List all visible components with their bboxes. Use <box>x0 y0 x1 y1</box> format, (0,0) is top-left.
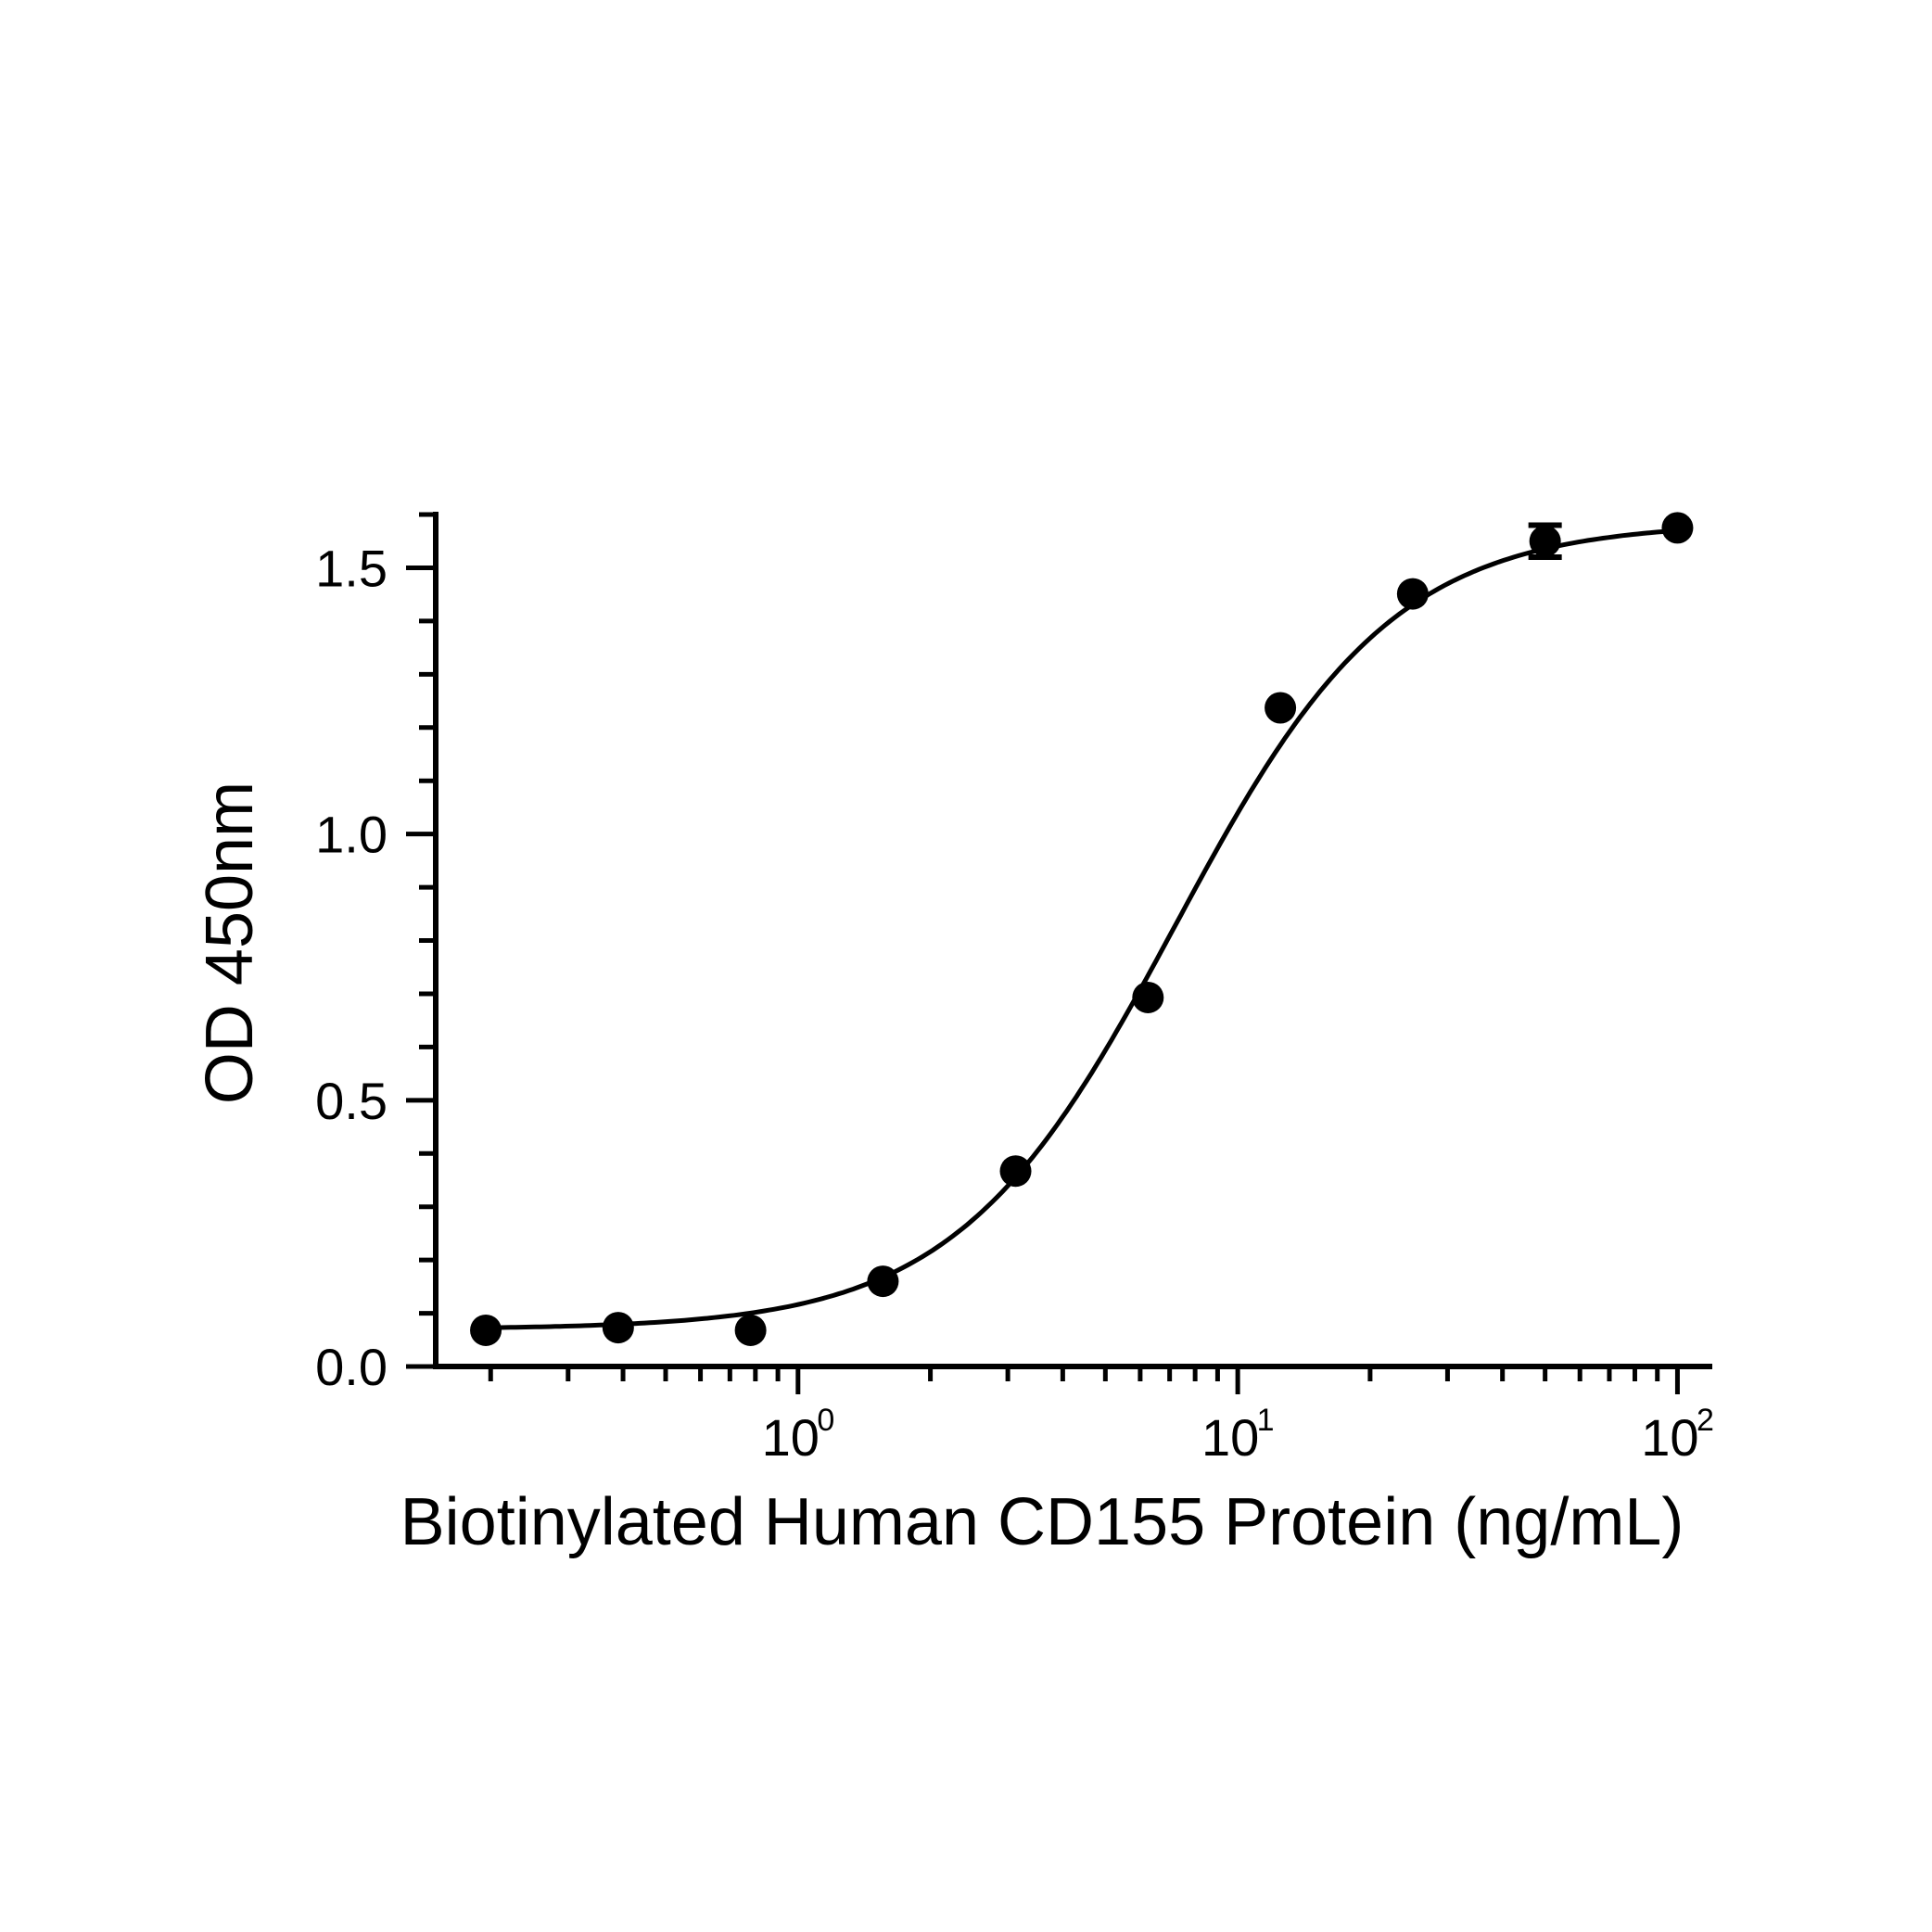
x-axis: 100 101 102 <box>433 1364 1714 1467</box>
x-tick-exponent: 1 <box>1257 1403 1275 1438</box>
y-tick-label: 0.5 <box>315 1072 388 1130</box>
data-point <box>1396 578 1429 610</box>
y-ticks: 0.0 0.5 1.0 1.5 <box>315 512 436 1396</box>
data-point <box>999 1155 1032 1188</box>
data-point <box>1265 692 1297 724</box>
y-tick-label: 1.5 <box>315 539 388 597</box>
fit-curve <box>486 527 1678 1330</box>
x-tick-label: 10 <box>1201 1408 1259 1467</box>
y-axis: 0.0 0.5 1.0 1.5 <box>315 512 439 1396</box>
data-point <box>1529 525 1561 557</box>
y-tick-label: 0.0 <box>315 1338 388 1396</box>
data-point <box>1132 981 1164 1013</box>
x-tick-exponent: 2 <box>1697 1403 1714 1438</box>
data-point <box>734 1314 767 1346</box>
data-point <box>1661 512 1694 544</box>
x-tick-exponent: 0 <box>817 1403 834 1438</box>
x-ticks: 100 101 102 <box>488 1366 1714 1467</box>
data-point <box>867 1265 899 1298</box>
data-points <box>470 512 1694 1346</box>
x-tick-label: 10 <box>1641 1408 1698 1467</box>
y-tick-label: 1.0 <box>315 806 388 864</box>
data-point <box>602 1312 634 1344</box>
y-axis-title: OD 450nm <box>193 782 267 1104</box>
x-axis-title: Biotinylated Human CD155 Protein (ng/mL) <box>400 1485 1684 1559</box>
x-tick-label: 10 <box>762 1408 820 1467</box>
data-point <box>470 1314 502 1346</box>
